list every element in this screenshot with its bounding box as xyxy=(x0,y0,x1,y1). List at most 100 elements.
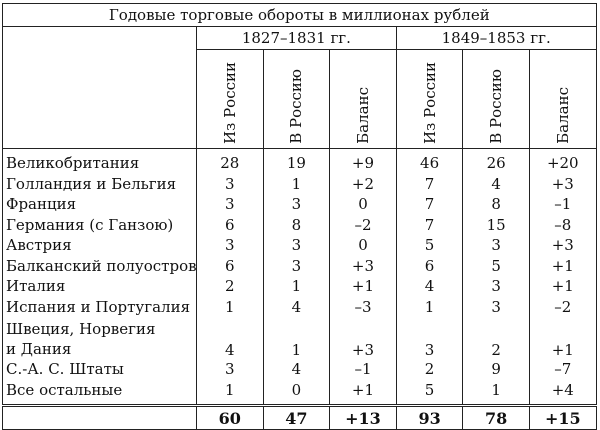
cell-export-1: 4 xyxy=(196,317,264,359)
country-name: Голландия и Бельгия xyxy=(2,173,197,194)
cell-export-2: 1 xyxy=(396,296,464,317)
cell-import-2: 15 xyxy=(462,214,530,235)
country-name: Испания и Португалия xyxy=(2,296,197,317)
total-import-2: 78 xyxy=(462,404,530,430)
cell-balance-1: 0 xyxy=(329,194,397,215)
cell-import-1: 3 xyxy=(263,255,331,276)
cell-export-2: 5 xyxy=(396,379,464,406)
cell-balance-2: +3 xyxy=(529,235,597,256)
cell-import-2: 4 xyxy=(462,173,530,194)
table-row: С.-А. С. Штаты 3 4 –1 2 9 –7 xyxy=(2,359,597,380)
cell-balance-2: –8 xyxy=(529,214,597,235)
cell-import-1: 4 xyxy=(263,359,331,380)
cell-balance-2: –7 xyxy=(529,359,597,380)
cell-balance-1: +3 xyxy=(329,317,397,359)
cell-import-1: 8 xyxy=(263,214,331,235)
cell-import-2: 8 xyxy=(462,194,530,215)
cell-import-2: 3 xyxy=(462,296,530,317)
cell-export-2: 4 xyxy=(396,276,464,297)
col-header-export-1: Из России xyxy=(196,49,264,149)
cell-export-1: 28 xyxy=(196,148,264,174)
cell-export-2: 7 xyxy=(396,173,464,194)
total-balance-1: +13 xyxy=(329,404,397,430)
cell-balance-2: +3 xyxy=(529,173,597,194)
country-name: Великобритания xyxy=(2,148,197,174)
table-row: Италия 2 1 +1 4 3 +1 xyxy=(2,276,597,297)
cell-balance-1: –3 xyxy=(329,296,397,317)
cell-export-1: 1 xyxy=(196,296,264,317)
cell-export-1: 6 xyxy=(196,255,264,276)
cell-export-2: 7 xyxy=(396,214,464,235)
col-header-import-2: В Россию xyxy=(462,49,530,149)
total-balance-2: +15 xyxy=(529,404,597,430)
cell-export-2: 5 xyxy=(396,235,464,256)
country-name: Германия (с Ганзою) xyxy=(2,214,197,235)
cell-import-2: 3 xyxy=(462,235,530,256)
table-row: Испания и Португалия 1 4 –3 1 3 –2 xyxy=(2,296,597,317)
cell-export-1: 3 xyxy=(196,194,264,215)
cell-balance-1: 0 xyxy=(329,235,397,256)
cell-balance-2: +1 xyxy=(529,276,597,297)
cell-export-1: 1 xyxy=(196,379,264,406)
country-name-line-1: Швеция, Норвегия xyxy=(6,320,156,338)
total-import-1: 47 xyxy=(263,404,331,430)
cell-balance-1: –1 xyxy=(329,359,397,380)
cell-balance-1: +9 xyxy=(329,148,397,174)
country-header xyxy=(2,26,197,149)
cell-balance-2: +4 xyxy=(529,379,597,406)
table-row: Швеция, Норвегия и Дания 4 1 +3 3 2 +1 xyxy=(2,317,597,359)
col-header-import-1: В Россию xyxy=(263,49,331,149)
country-name-line-2: и Дания xyxy=(6,340,72,358)
totals-row: 60 47 +13 93 78 +15 xyxy=(2,404,597,430)
cell-balance-2: –2 xyxy=(529,296,597,317)
cell-balance-1: +1 xyxy=(329,276,397,297)
table-title: Годовые торговые обороты в миллионах руб… xyxy=(2,3,597,27)
cell-import-2: 2 xyxy=(462,317,530,359)
cell-balance-1: +2 xyxy=(329,173,397,194)
cell-balance-2: +1 xyxy=(529,317,597,359)
cell-export-2: 2 xyxy=(396,359,464,380)
cell-import-2: 9 xyxy=(462,359,530,380)
table-row: Великобритания 28 19 +9 46 26 +20 xyxy=(2,148,597,174)
country-name: Все остальные xyxy=(2,379,197,406)
cell-import-2: 3 xyxy=(462,276,530,297)
col-header-balance-1: Баланс xyxy=(329,49,397,149)
country-name: С.-А. С. Штаты xyxy=(2,359,197,380)
cell-import-1: 3 xyxy=(263,194,331,215)
cell-import-1: 1 xyxy=(263,317,331,359)
total-export-1: 60 xyxy=(196,404,264,430)
cell-balance-2: +1 xyxy=(529,255,597,276)
totals-label xyxy=(2,404,197,430)
cell-import-1: 19 xyxy=(263,148,331,174)
table-row: Голландия и Бельгия 3 1 +2 7 4 +3 xyxy=(2,173,597,194)
total-export-2: 93 xyxy=(396,404,464,430)
cell-balance-1: +1 xyxy=(329,379,397,406)
country-name: Австрия xyxy=(2,235,197,256)
cell-balance-2: +20 xyxy=(529,148,597,174)
col-header-export-2: Из России xyxy=(396,49,464,149)
cell-export-2: 46 xyxy=(396,148,464,174)
cell-import-1: 0 xyxy=(263,379,331,406)
cell-export-2: 6 xyxy=(396,255,464,276)
country-name: Балканский полуостров xyxy=(2,255,197,276)
cell-import-1: 1 xyxy=(263,173,331,194)
table-row: Германия (с Ганзою) 6 8 –2 7 15 –8 xyxy=(2,214,597,235)
cell-import-2: 5 xyxy=(462,255,530,276)
cell-import-2: 1 xyxy=(462,379,530,406)
cell-balance-1: +3 xyxy=(329,255,397,276)
period-header-1: 1827–1831 гг. xyxy=(196,26,397,50)
cell-balance-1: –2 xyxy=(329,214,397,235)
cell-import-1: 1 xyxy=(263,276,331,297)
cell-export-2: 3 xyxy=(396,317,464,359)
cell-export-1: 3 xyxy=(196,173,264,194)
table-row: Балканский полуостров 6 3 +3 6 5 +1 xyxy=(2,255,597,276)
col-header-balance-2: Баланс xyxy=(529,49,597,149)
cell-import-2: 26 xyxy=(462,148,530,174)
cell-export-1: 3 xyxy=(196,359,264,380)
trade-table: Годовые торговые обороты в миллионах руб… xyxy=(2,3,597,430)
period-header-2: 1849–1853 гг. xyxy=(396,26,597,50)
table-row: Австрия 3 3 0 5 3 +3 xyxy=(2,235,597,256)
country-name: Италия xyxy=(2,276,197,297)
cell-balance-2: –1 xyxy=(529,194,597,215)
cell-export-1: 6 xyxy=(196,214,264,235)
